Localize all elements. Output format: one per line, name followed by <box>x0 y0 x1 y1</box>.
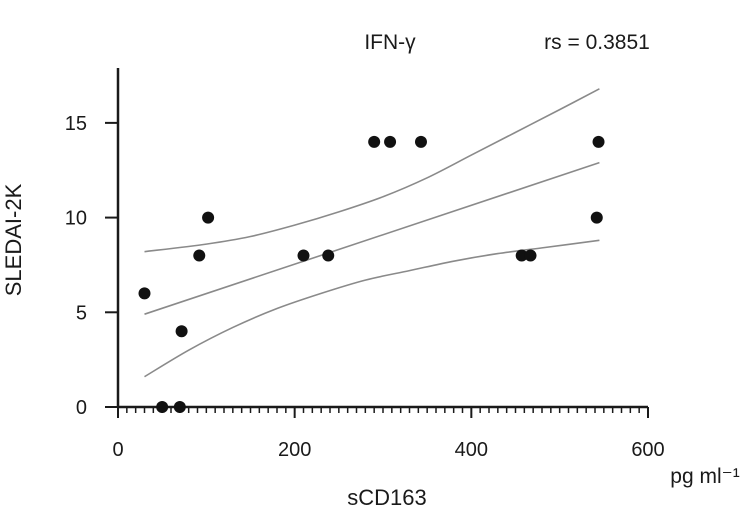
axes: 0 200 400 600 0 5 10 15 <box>65 68 665 461</box>
y-tick-label: 10 <box>65 208 87 230</box>
data-point <box>524 249 537 262</box>
data-point <box>590 211 603 224</box>
data-point <box>414 135 427 148</box>
ci-lower-curve <box>144 239 600 378</box>
ci-upper-curve <box>144 88 600 253</box>
data-point <box>175 325 188 338</box>
x-tick-label: 600 <box>631 439 664 461</box>
data-point <box>322 249 335 262</box>
regression-line-group <box>144 161 600 315</box>
data-point <box>202 211 215 224</box>
x-tick-label: 200 <box>278 439 311 461</box>
y-axis-label: SLEDAI-2K <box>1 183 26 296</box>
regression-line <box>144 161 600 315</box>
y-tick-label: 15 <box>65 113 87 135</box>
data-point <box>384 135 397 148</box>
y-tick-label: 5 <box>76 302 87 324</box>
x-tick-label: 0 <box>112 439 123 461</box>
data-point <box>515 249 528 262</box>
correlation-annotation: rs = 0.3851 <box>544 31 650 54</box>
data-point <box>368 135 381 148</box>
y-tick-label: 0 <box>76 397 87 419</box>
confidence-bands <box>144 88 600 378</box>
chart-title: IFN-γ <box>364 31 416 54</box>
data-point <box>193 249 206 262</box>
data-point <box>156 401 169 413</box>
x-tick-label: 400 <box>455 439 488 461</box>
data-point <box>173 401 186 413</box>
data-point <box>138 287 151 300</box>
data-points <box>138 135 605 413</box>
data-point <box>592 135 605 148</box>
data-point <box>297 249 310 262</box>
x-axis-label: sCD163 <box>347 485 426 510</box>
x-axis-unit: pg ml⁻¹ <box>670 465 739 488</box>
